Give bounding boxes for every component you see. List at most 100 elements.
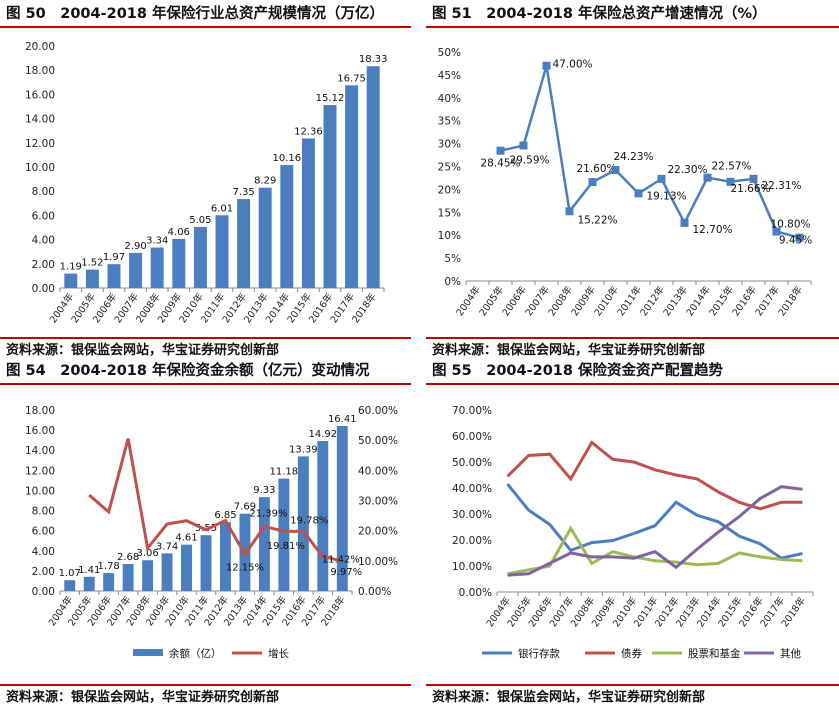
fig51-point-label: 15.22% bbox=[577, 214, 617, 226]
fig50-bar-label: 12.36 bbox=[294, 126, 323, 137]
fig54-growth-label: 19.81% bbox=[267, 541, 305, 552]
figure-54-source: 资料来源：银保监会网站，华宝证券研究创新部 bbox=[6, 690, 280, 705]
fig55-y-tick-label: 70.00% bbox=[452, 405, 492, 417]
fig51-point-label: 19.13% bbox=[646, 190, 686, 202]
fig54-growth-line bbox=[88, 438, 343, 563]
fig55-y-tick-label: 60.00% bbox=[452, 431, 492, 443]
fig51-point-label: 28.45% bbox=[480, 158, 520, 170]
fig50-y-tick-label: 16.00 bbox=[25, 89, 55, 101]
fig54-y-tick-label: 4.00 bbox=[32, 546, 55, 558]
figure-50-panel: 图 50 2004-2018 年保险行业总资产规模情况（万亿） 0.00 2.00… bbox=[0, 0, 413, 358]
fig55-y-tick-label: 0.00% bbox=[459, 587, 492, 599]
fig54-bar bbox=[122, 564, 134, 591]
fig55-series-line-3 bbox=[507, 485, 803, 577]
fig54-growth-label: 9.97% bbox=[330, 567, 362, 578]
fig51-y-tick-label: 10% bbox=[438, 230, 461, 242]
figure-51-chart: 0%5%10%15%20%25%30%35%40%45%50%2004年2005… bbox=[438, 47, 813, 318]
figure-51-panel: 图 51 2004-2018 年保险总资产增速情况（%） 0% 5% 10% 15% 2… bbox=[426, 0, 839, 358]
fig50-bar bbox=[129, 252, 143, 288]
fig50-bar bbox=[280, 165, 294, 288]
figure-55-source: 资料来源：银保监会网站，华宝证券研究创新部 bbox=[432, 690, 706, 705]
fig50-bar-label: 5.05 bbox=[189, 215, 211, 226]
fig50-bar bbox=[193, 226, 207, 288]
fig54-y-tick-label: 16.00 bbox=[25, 425, 55, 437]
fig51-point-label: 22.57% bbox=[711, 161, 751, 173]
fig51-point-label: 24.23% bbox=[613, 151, 653, 163]
fig51-x-tick-label: 2018年 bbox=[776, 283, 805, 318]
fig50-bar-label: 10.16 bbox=[272, 153, 301, 164]
fig51-point-label: 29.59% bbox=[509, 154, 549, 166]
fig51-y-tick-label: 35% bbox=[438, 116, 461, 128]
fig51-point-label: 47.00% bbox=[552, 59, 592, 71]
fig54-bar-label: 1.78 bbox=[98, 561, 120, 572]
fig51-y-tick-label: 5% bbox=[444, 253, 461, 265]
fig54-bar bbox=[103, 573, 115, 591]
fig54-bar-label: 4.61 bbox=[175, 533, 197, 544]
fig50-bar-label: 3.34 bbox=[146, 236, 168, 247]
fig51-point-label: 22.31% bbox=[761, 180, 801, 192]
fig54-y-tick-label: 14.00 bbox=[25, 445, 55, 457]
fig50-bar-label: 8.29 bbox=[254, 176, 276, 187]
fig54-bar-label: 2.68 bbox=[117, 552, 139, 563]
fig50-y-tick-label: 20.00 bbox=[25, 41, 55, 53]
fig54-legend-bar-label: 余额（亿） bbox=[169, 647, 222, 660]
fig54-bar-label: 13.39 bbox=[289, 444, 318, 455]
fig54-growth-label: 12.15% bbox=[226, 562, 264, 573]
fig55-y-tick-label: 30.00% bbox=[452, 509, 492, 521]
fig50-bar bbox=[366, 66, 380, 288]
figure-51-top-rule bbox=[426, 26, 839, 28]
figure-54-title: 图 54 2004-2018 年保险资金余额（亿元）变动情况 bbox=[6, 363, 370, 379]
fig50-bar bbox=[215, 215, 229, 288]
fig54-y2-tick-label: 30.00% bbox=[358, 496, 398, 508]
fig51-y-tick-label: 20% bbox=[438, 184, 461, 196]
fig54-bar bbox=[317, 440, 329, 591]
fig51-point-marker bbox=[749, 174, 758, 183]
fig54-bar bbox=[64, 580, 76, 591]
fig54-y2-tick-label: 20.00% bbox=[358, 526, 398, 538]
figure-54-top-rule bbox=[0, 383, 411, 385]
fig51-point-label: 21.66% bbox=[730, 183, 770, 195]
fig54-bar-label: 7.69 bbox=[234, 502, 256, 513]
fig51-point-label: 21.60% bbox=[576, 163, 616, 175]
fig50-y-tick-label: 18.00 bbox=[25, 65, 55, 77]
fig51-point-label: 9.45% bbox=[779, 235, 812, 247]
fig51-y-tick-label: 30% bbox=[438, 139, 461, 151]
fig51-point-marker bbox=[496, 146, 505, 155]
fig54-bar bbox=[258, 497, 270, 591]
fig54-bar-label: 11.18 bbox=[270, 467, 299, 478]
figure-54-chart: 0.00 2.00 4.00 6.00 8.00 10.00 12.00 14.00 16.00… bbox=[25, 405, 398, 660]
fig54-growth-label: 11.42% bbox=[322, 555, 360, 566]
figure-55-title: 图 55 2004-2018 保险资金资产配置趋势 bbox=[432, 363, 724, 379]
figure-50-top-rule bbox=[0, 26, 411, 28]
fig50-bar-label: 16.75 bbox=[337, 73, 366, 84]
figure-55-panel: 图 55 2004-2018 保险资金资产配置趋势 0.00% 10.00% 20.… bbox=[426, 357, 839, 706]
figure-50-chart: 0.00 2.00 4.00 6.00 8.00 10.00 12.00 14.00 16.00… bbox=[25, 41, 388, 325]
fig50-bar-label: 4.06 bbox=[168, 227, 190, 238]
fig54-bar bbox=[220, 522, 231, 591]
figure-54-bottom-rule bbox=[0, 684, 411, 686]
fig50-bar bbox=[237, 199, 251, 288]
fig50-y-tick-label: 8.00 bbox=[32, 186, 55, 198]
fig51-point-marker bbox=[680, 218, 689, 227]
fig51-y-tick-label: 0% bbox=[444, 276, 461, 288]
fig51-y-tick-label: 25% bbox=[438, 162, 461, 174]
fig50-bar bbox=[85, 269, 99, 288]
fig55-legend-label-2: 股票和基金 bbox=[688, 647, 741, 660]
fig50-bar bbox=[172, 238, 186, 288]
figure-50-title: 图 50 2004-2018 年保险行业总资产规模情况（万亿） bbox=[6, 6, 385, 22]
fig54-bar bbox=[297, 456, 309, 591]
fig55-legend-label-1: 债券 bbox=[621, 647, 642, 660]
fig50-y-tick-label: 2.00 bbox=[32, 259, 55, 271]
fig55-legend-label-3: 其他 bbox=[780, 647, 801, 660]
fig55-y-tick-label: 10.00% bbox=[452, 561, 492, 573]
fig54-bar-label: 14.92 bbox=[308, 429, 337, 440]
fig51-point-marker bbox=[657, 174, 666, 183]
fig50-bar bbox=[323, 105, 337, 288]
fig51-point-marker bbox=[588, 178, 597, 187]
fig51-y-tick-label: 50% bbox=[438, 47, 461, 59]
fig55-y-tick-label: 40.00% bbox=[452, 483, 492, 495]
fig50-bar bbox=[107, 264, 121, 288]
figure-54-panel: 图 54 2004-2018 年保险资金余额（亿元）变动情况 0.00 2.00 4… bbox=[0, 357, 413, 706]
fig55-legend-label-0: 银行存款 bbox=[518, 647, 560, 660]
fig54-y2-tick-label: 40.00% bbox=[358, 465, 398, 477]
